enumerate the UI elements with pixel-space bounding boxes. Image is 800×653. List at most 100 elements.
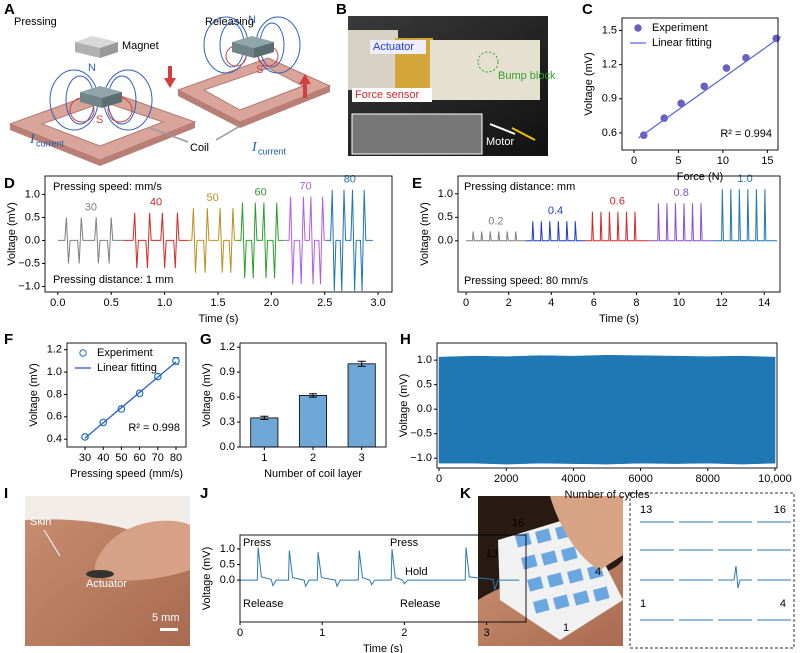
plot-frame [436, 342, 778, 469]
annotation: R² = 0.998 [128, 422, 180, 434]
annotation: Release [243, 598, 283, 610]
y-tick-label: 0.9 [220, 366, 235, 378]
chart: 0.4 0.6 0.8 1.0 1.2 30 40 50 60 70 80 Pressing spee… [28, 342, 187, 480]
x-tick-label: 0 [631, 155, 637, 167]
line-series [326, 189, 373, 292]
y-tick-label: 1.0 [220, 543, 235, 555]
annotation: Pressing speed: 80 mm/s [464, 275, 589, 287]
annotation: R² = 0.994 [720, 128, 772, 140]
annotation: Release [400, 598, 440, 610]
current-subscript: current [258, 146, 287, 156]
plot-frame [457, 175, 781, 293]
x-tick-label: 1.5 [210, 297, 225, 309]
panel-i-photo: Skin Actuator 5 mm [25, 496, 190, 646]
panel-b-photo: Actuator Force sensor Bump block Motor [348, 16, 556, 156]
label: Coil [190, 142, 209, 154]
data-point [677, 99, 685, 108]
y-axis-label: Voltage (mV) [6, 202, 18, 266]
label: Actuator [86, 578, 127, 590]
panel-letter: D [4, 175, 15, 192]
panel-k-photo: 16 13 4 1 13 16 1 4 [478, 492, 795, 649]
x-tick-label: 1 [261, 452, 267, 464]
line-series [188, 208, 238, 273]
scale-label: 5 mm [152, 612, 180, 624]
y-tick-label: 0.0 [417, 403, 432, 415]
x-tick-label: 3.0 [370, 297, 385, 309]
y-tick-label: 0.5 [25, 211, 40, 223]
legend-label: Experiment [652, 22, 708, 34]
actuator [86, 570, 114, 578]
photo-object [348, 30, 398, 90]
magnet [254, 42, 274, 58]
pole: S [256, 64, 263, 76]
data-point [700, 82, 709, 91]
pointer [43, 529, 61, 557]
chart: −1.0 −0.5 0.0 0.5 1.0 0 2000 4000 6000 8000 10,000… [398, 342, 792, 501]
pad-label: 13 [486, 548, 498, 560]
legend-swatch [634, 24, 642, 32]
x-tick-label: 50 [115, 452, 127, 464]
y-tick-label: 1.2 [47, 344, 62, 356]
panel-letter: F [4, 331, 13, 348]
x-tick-label: 1 [319, 627, 325, 639]
panel-letter: E [412, 175, 422, 192]
legend-label: Experiment [97, 347, 153, 359]
y-tick-label: 0.0 [220, 574, 235, 586]
legend-label: Linear fitting [652, 37, 712, 49]
panel-letters: A B C D E F G H I J K [4, 1, 593, 502]
x-tick-label: 30 [79, 452, 91, 464]
x-tick-label: 80 [170, 452, 182, 464]
x-tick-label: 0.5 [104, 297, 119, 309]
x-tick-label: 2 [401, 627, 407, 639]
pad-label: 1 [563, 622, 569, 634]
series-label: 40 [150, 197, 162, 209]
y-tick-label: 0.6 [47, 411, 62, 423]
error-bar [260, 415, 269, 421]
y-tick-label: 0.9 [602, 93, 617, 105]
y-tick-label: 0.5 [438, 211, 453, 223]
x-axis-label: Time (s) [363, 643, 403, 653]
photo-object [430, 40, 540, 100]
x-axis-label: Time (s) [599, 313, 639, 325]
y-tick-label: −1.0 [410, 452, 432, 464]
plot-frame [239, 534, 527, 623]
y-tick-label: 0.3 [220, 416, 235, 428]
x-axis-label: Time (s) [199, 313, 239, 325]
x-tick-label: 0.0 [50, 297, 65, 309]
series-label: 30 [85, 201, 97, 213]
y-tick-label: 0.0 [438, 235, 453, 247]
y-tick-label: 1.2 [220, 341, 235, 353]
y-tick-label: 1.0 [438, 188, 453, 200]
panel-letter: C [582, 1, 593, 18]
panel-letter: H [400, 331, 411, 348]
pad-cell [561, 546, 578, 562]
y-tick-label: 0.4 [47, 433, 62, 445]
label: Bump block [498, 70, 556, 82]
pad-cell [514, 532, 532, 548]
chart: 0.0 0.3 0.6 0.9 1.2 1 2 3 Number of coil layer Vo… [201, 341, 387, 480]
x-tick-label: 2.0 [264, 297, 279, 309]
inset [351, 113, 483, 155]
pad-cell [533, 598, 550, 614]
series-label: 50 [207, 192, 219, 204]
series-label: 80 [344, 174, 356, 186]
arrow [299, 74, 311, 84]
magnet [75, 42, 100, 58]
fit-line [638, 36, 782, 139]
series-label: 0.4 [548, 205, 563, 217]
y-axis-label: Voltage (mV) [201, 363, 213, 427]
plot-frame [621, 17, 779, 151]
line-series [284, 196, 327, 285]
magnet [75, 36, 118, 48]
y-tick-label: 0.0 [220, 441, 235, 453]
x-tick-label: 5 [675, 155, 681, 167]
data-point [117, 405, 126, 413]
x-axis-label: Pressing speed (mm/s) [70, 468, 183, 480]
line-series [57, 217, 124, 264]
finger [550, 496, 623, 570]
annotation: Press [243, 537, 272, 549]
legend-label: Linear fitting [97, 362, 157, 374]
x-tick-label: 4000 [561, 473, 585, 485]
label: Force sensor [355, 89, 420, 101]
x-tick-label: 15 [761, 155, 773, 167]
